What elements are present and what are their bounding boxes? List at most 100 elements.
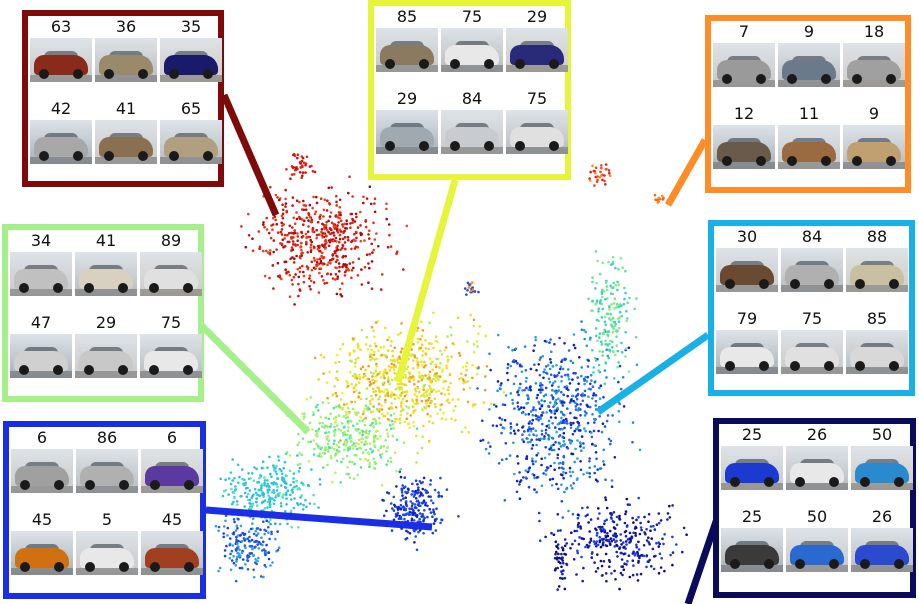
scatter-point [365,253,369,256]
scatter-point [382,445,386,448]
scatter-point [280,472,284,476]
scatter-point [292,153,295,157]
scatter-point [638,448,642,452]
scatter-point [423,509,426,512]
scatter-point [328,202,331,205]
scatter-point [532,474,536,477]
scatter-point [541,383,544,387]
scatter-point [504,394,508,397]
wheel [824,279,834,289]
scatter-point [399,331,403,335]
scatter-point [671,504,674,507]
scatter-point [528,433,531,437]
scatter-point [446,355,449,358]
wheel [385,59,395,69]
scatter-point [345,454,349,458]
scatter-point [464,381,467,384]
scatter-point [275,494,278,497]
scatter-point [589,537,593,541]
scatter-point [559,365,563,369]
scatter-point [570,394,574,398]
wheel [484,59,494,69]
scatter-point [256,481,259,484]
scatter-point [234,485,237,488]
scatter-point [538,384,542,387]
scatter-point [412,421,415,424]
scatter-point [404,373,407,377]
scatter-point [285,497,288,500]
scatter-point [597,363,601,367]
scatter-point [268,505,272,509]
wheel [39,151,49,161]
scatter-point [600,316,604,319]
scatter-point [246,486,249,490]
scatter-point [515,423,519,426]
scatter-point [583,427,586,430]
road [140,371,202,378]
scatter-point [358,446,362,450]
scatter-point [601,307,604,311]
road [843,80,905,87]
scatter-point [579,525,582,528]
scatter-point [233,477,236,480]
scatter-point [364,404,368,408]
scatter-point [364,457,367,461]
scatter-point [440,417,444,420]
scatter-point [552,448,556,452]
scatter-point [613,569,616,573]
scatter-point [658,552,662,556]
scatter-point [582,566,585,570]
scatter-point [591,397,594,400]
scatter-point [421,494,425,497]
scatter-point [435,390,438,394]
scatter-point [657,196,661,200]
scatter-point [590,556,593,559]
scatter-point [482,401,486,404]
scatter-point [623,521,627,525]
scatter-point [297,294,300,298]
leader-line-sports-cars [205,506,433,531]
scatter-point [377,402,381,406]
scatter-point [598,176,601,179]
scatter-point [404,500,408,503]
cluster-panel-pickups: 7 9 18 12 11 9 [705,15,911,193]
scatter-point [550,350,553,354]
scatter-point [261,493,264,497]
scatter-point [441,387,445,390]
scatter-point [309,279,313,283]
scatter-point [468,386,472,390]
scatter-point [400,322,403,325]
scatter-point [562,569,565,572]
scatter-point [427,396,431,400]
scatter-point [639,521,642,525]
scatter-point [297,486,301,490]
scatter-point [354,444,357,448]
scatter-point [293,229,297,232]
scatter-point [250,538,254,542]
scatter-point [246,559,250,562]
car-photo-thumbnail [75,334,137,378]
scatter-point [278,198,281,202]
car-photo-thumbnail [76,449,138,493]
scatter-point [625,347,628,350]
scatter-point [260,536,263,539]
scatter-point [595,301,598,304]
scatter-point [588,530,591,533]
scatter-point [560,400,564,404]
scatter-point [617,268,620,271]
scatter-point [408,532,412,535]
scatter-point [557,552,560,556]
scatter-point [434,374,438,378]
scatter-point [398,382,402,386]
scatter-point [228,556,232,560]
scatter-point [300,208,304,211]
scatter-point [661,537,664,541]
scatter-point [268,496,272,500]
scatter-point [599,545,603,549]
scatter-point [498,416,502,420]
road [441,147,503,154]
scatter-point [438,366,441,369]
scatter-point [409,376,413,379]
scatter-point [479,439,483,443]
scatter-point [401,494,404,497]
